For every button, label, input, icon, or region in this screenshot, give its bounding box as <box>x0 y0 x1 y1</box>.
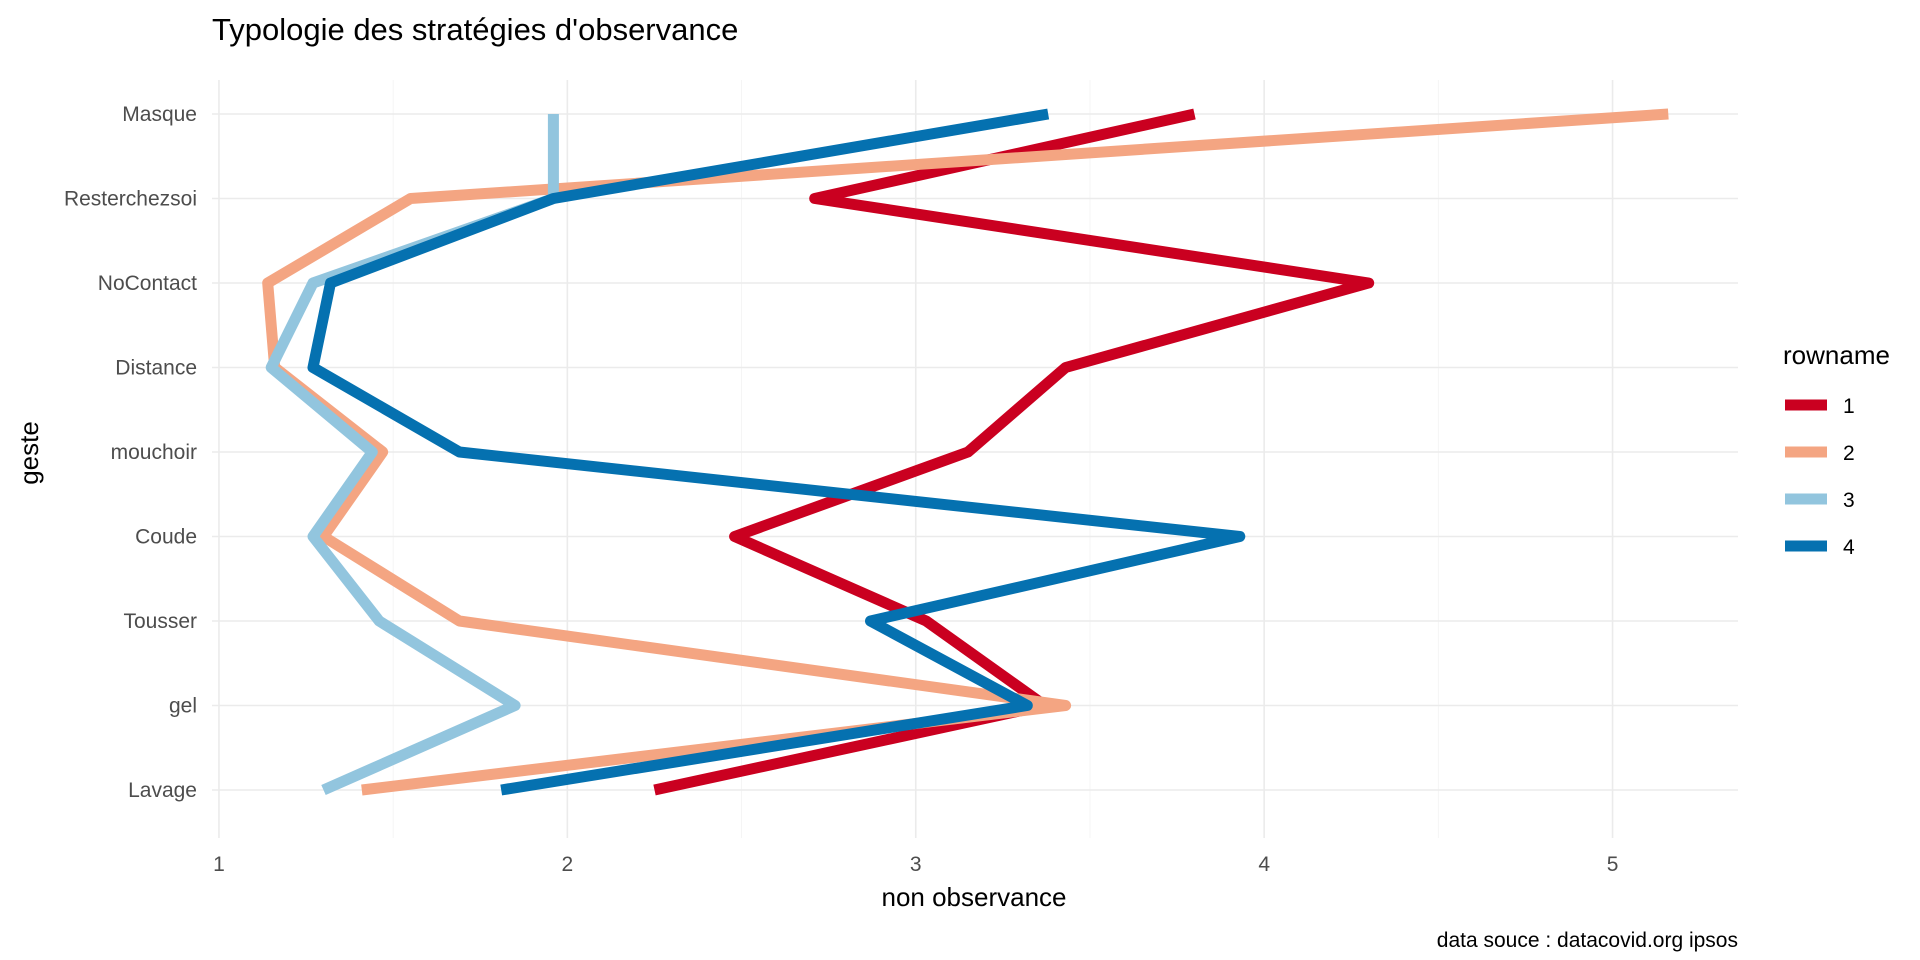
x-axis-title: non observance <box>881 882 1066 912</box>
x-tick-label: 4 <box>1258 853 1270 876</box>
x-tick-labels: 1 2 3 4 5 <box>213 853 1618 876</box>
y-tick-label: Distance <box>115 357 197 380</box>
y-tick-label: gel <box>169 695 197 718</box>
legend-title: rowname <box>1783 340 1890 370</box>
chart-title: Typologie des stratégies d'observance <box>212 12 738 47</box>
y-tick-label: Masque <box>122 103 197 126</box>
y-axis-title: geste <box>14 421 44 485</box>
y-tick-label: Tousser <box>123 610 197 633</box>
y-tick-label: mouchoir <box>111 441 197 464</box>
y-tick-label: NoContact <box>98 272 197 295</box>
series-line-2 <box>262 108 1669 796</box>
y-tick-label: Coude <box>135 526 197 549</box>
legend-label-3: 3 <box>1843 489 1855 512</box>
legend-label-2: 2 <box>1843 442 1855 465</box>
y-tick-label: Resterchezsoi <box>64 188 197 211</box>
series-lines <box>262 108 1669 796</box>
x-tick-label: 1 <box>213 853 225 876</box>
y-tick-labels: Lavage gel Tousser Coude mouchoir Distance NoC… <box>64 103 197 802</box>
x-tick-label: 5 <box>1607 853 1619 876</box>
x-tick-label: 3 <box>910 853 922 876</box>
series-line-4 <box>307 108 1246 796</box>
x-tick-label: 2 <box>562 853 574 876</box>
y-tick-label: Lavage <box>128 779 197 802</box>
legend-label-1: 1 <box>1843 395 1855 418</box>
chart-caption: data souce : datacovid.org ipsos <box>1437 929 1738 952</box>
series-line-1 <box>653 108 1375 796</box>
legend-label-4: 4 <box>1843 536 1855 559</box>
legend: rowname 1 2 3 4 <box>1783 340 1890 559</box>
